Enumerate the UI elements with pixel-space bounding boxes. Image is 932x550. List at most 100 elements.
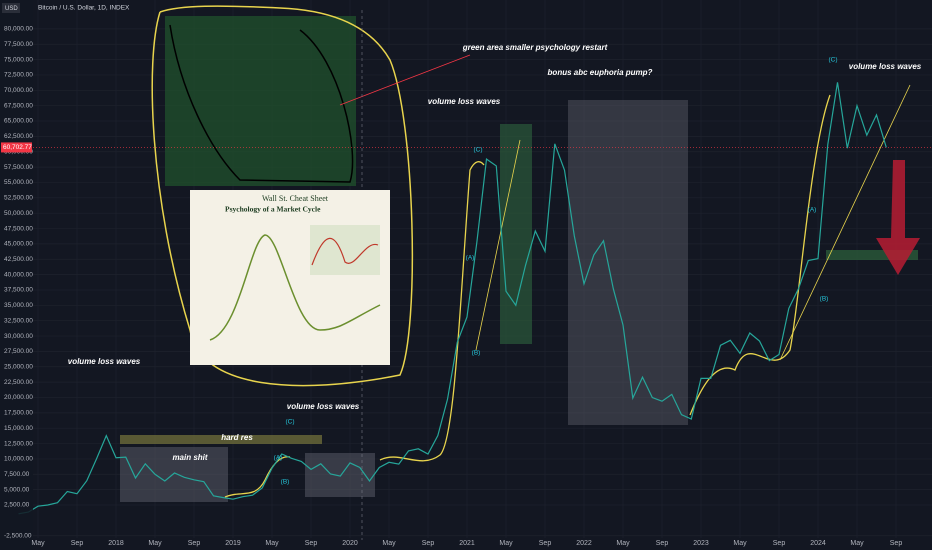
last-price-label: 60,702.77 (3, 144, 32, 151)
green-zone (500, 124, 532, 344)
x-tick-label: 2024 (810, 540, 826, 547)
resistance-band (120, 435, 322, 444)
y-tick-label: 10,000.00 (4, 456, 33, 463)
x-tick-label: Sep (422, 540, 435, 547)
currency: USD (5, 6, 18, 12)
black-curve (169, 24, 354, 183)
marks (18, 82, 932, 515)
x-tick-label: May (148, 540, 162, 547)
y-tick-label: 20,000.00 (4, 394, 33, 401)
x-tick-label: 2022 (576, 540, 592, 547)
x-tick-label: May (850, 540, 864, 547)
yellow-wave (224, 456, 291, 498)
x-tick-label: May (499, 540, 513, 547)
green-zone (165, 16, 356, 186)
labels: -2,500.00 2,500.00 5,000.00 7,500.00 10,000.… (1, 26, 922, 547)
inset-title: Wall St. Cheat Sheet (262, 194, 329, 203)
x-tick-label: May (382, 540, 396, 547)
y-tick-label: 22,500.00 (4, 379, 33, 386)
y-axis-bg (0, 0, 33, 550)
trend-line (779, 84, 911, 361)
annotation: hard res (221, 433, 253, 442)
y-tick-label: 57,500.00 (4, 164, 33, 171)
annotation: volume loss waves (287, 402, 360, 411)
wave-label: (B) (281, 479, 290, 486)
symbol: Bitcoin / U.S. Dollar, 1D, INDEX (38, 5, 130, 12)
y-tick-label: 55,000.00 (4, 179, 33, 186)
annotation: main shit (172, 453, 207, 462)
y-tick-label: 30,000.00 (4, 333, 33, 340)
x-tick-label: May (31, 540, 45, 547)
gray-zone (568, 100, 688, 425)
inset-bg (190, 190, 390, 365)
x-tick-label: May (265, 540, 279, 547)
y-tick-label: 5,000.00 (4, 486, 30, 493)
y-tick-label: 35,000.00 (4, 302, 33, 309)
y-tick-label: 45,000.00 (4, 241, 33, 248)
wave-label: (A) (808, 207, 817, 214)
y-tick-label: 27,500.00 (4, 348, 33, 355)
y-tick-label: 62,500.00 (4, 133, 33, 140)
y-tick-label: 25,000.00 (4, 363, 33, 370)
wave-label: (C) (828, 57, 837, 64)
y-tick-label: 70,000.00 (4, 87, 33, 94)
wave-label: (C) (473, 147, 482, 154)
inset-curve (209, 234, 381, 341)
gray-zone (305, 453, 375, 497)
x-tick-label: 2023 (693, 540, 709, 547)
wave-label: (A) (274, 455, 283, 462)
down-arrow (876, 160, 920, 275)
y-tick-label: 37,500.00 (4, 287, 33, 294)
x-tick-label: May (616, 540, 630, 547)
y-tick-label: 42,500.00 (4, 256, 33, 263)
y-tick-label: 67,500.00 (4, 102, 33, 109)
annotation: volume loss waves (428, 97, 501, 106)
y-tick-label: 7,500.00 (4, 471, 30, 478)
trend-line (475, 139, 521, 351)
y-tick-label: 32,500.00 (4, 317, 33, 324)
y-tick-label: 72,500.00 (4, 72, 33, 79)
x-tick-label: 2018 (108, 540, 124, 547)
inset-panel (310, 225, 380, 275)
yellow-wave (379, 161, 485, 462)
annotation: volume loss waves (849, 62, 922, 71)
currency-box (2, 3, 20, 13)
green-band (826, 250, 918, 260)
y-tick-label: 12,500.00 (4, 440, 33, 447)
x-tick-label: Sep (305, 540, 318, 547)
annotation: green area smaller psychology restart (462, 43, 608, 52)
y-tick-label: 47,500.00 (4, 225, 33, 232)
x-tick-label: 2020 (342, 540, 358, 547)
x-tick-label: Sep (539, 540, 552, 547)
inset-subtitle: Psychology of a Market Cycle (225, 205, 321, 214)
y-tick-label: 40,000.00 (4, 271, 33, 278)
wave-label: (B) (472, 350, 481, 357)
yellow-outline (151, 5, 414, 387)
y-tick-label: 2,500.00 (4, 502, 30, 509)
y-tick-label: -2,500.00 (4, 532, 32, 539)
y-tick-label: 80,000.00 (4, 26, 33, 33)
price-line (18, 82, 887, 515)
wave-label: (B) (820, 296, 829, 303)
y-tick-label: 50,000.00 (4, 210, 33, 217)
y-tick-label: 77,500.00 (4, 41, 33, 48)
wave-label: (A) (466, 255, 475, 262)
x-tick-label: May (733, 540, 747, 547)
last-price-tag (1, 142, 32, 153)
yellow-wave (689, 94, 831, 416)
x-tick-label: Sep (188, 540, 201, 547)
x-tick-label: 2019 (225, 540, 241, 547)
inset: Wall St. Cheat Sheet Psychology of a Mar… (190, 190, 390, 365)
y-tick-label: 65,000.00 (4, 118, 33, 125)
annotation: bonus abc euphoria pump? (548, 68, 653, 77)
x-tick-label: Sep (656, 540, 669, 547)
inset-mini (311, 237, 379, 266)
x-tick-label: Sep (71, 540, 84, 547)
y-tick-label: 17,500.00 (4, 410, 33, 417)
y-tick-label: 15,000.00 (4, 425, 33, 432)
y-tick-label: 75,000.00 (4, 56, 33, 63)
x-tick-label: 2021 (459, 540, 475, 547)
annotation: volume loss waves (68, 357, 141, 366)
y-tick-label: 52,500.00 (4, 195, 33, 202)
